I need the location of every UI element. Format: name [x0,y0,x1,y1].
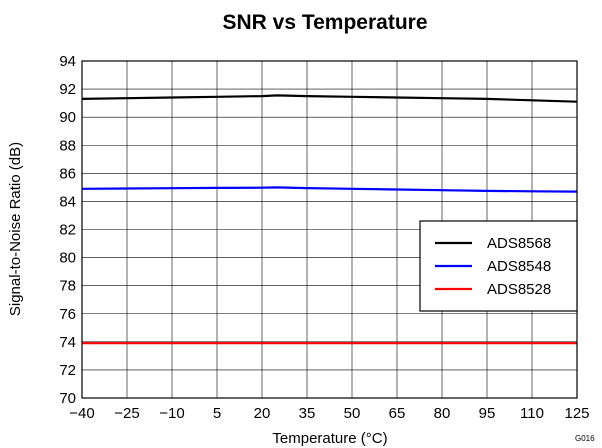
legend-label: ADS8548 [487,258,551,275]
series-line-ads8548 [81,186,578,193]
y-axis-label: Signal-to-Noise Ratio (dB) [7,142,24,316]
x-tick-label: −25 [114,405,139,422]
x-tick-label: 125 [564,405,589,422]
x-tick-label: −10 [159,405,184,422]
y-tick-label: 86 [59,165,76,182]
x-tick-label: 95 [479,405,496,422]
y-tick-label: 70 [59,390,76,407]
x-tick-label: 5 [213,405,221,422]
y-tick-label: 88 [59,137,76,154]
x-tick-label: −40 [69,405,94,422]
x-tick-labels: −40 −25 −10 5 20 35 50 65 80 95 110 125 [69,405,589,422]
figure-code: G016 [575,434,595,443]
x-tick-label: 35 [299,405,316,422]
series-line-ads8568 [81,94,578,103]
chart-title: SNR vs Temperature [222,11,427,34]
legend-label: ADS8568 [487,235,551,252]
y-tick-label: 92 [59,81,76,98]
y-tick-label: 94 [59,53,76,70]
y-tick-label: 80 [59,250,76,267]
x-tick-label: 50 [344,405,361,422]
y-tick-label: 78 [59,278,76,295]
legend-label: ADS8528 [487,281,551,298]
y-tick-labels: 70 72 74 76 78 80 82 84 86 88 90 92 94 [59,53,76,407]
y-tick-label: 76 [59,306,76,323]
x-axis-label: Temperature (°C) [272,430,387,447]
y-tick-label: 82 [59,222,76,239]
y-tick-label: 84 [59,193,76,210]
y-tick-label: 90 [59,109,76,126]
series-lines [81,94,578,345]
x-tick-label: 110 [520,405,544,422]
x-tick-label: 80 [434,405,451,422]
x-tick-label: 65 [389,405,406,422]
y-tick-label: 72 [59,362,76,379]
x-tick-label: 20 [254,405,271,422]
y-tick-label: 74 [59,334,76,351]
legend: ADS8568 ADS8548 ADS8528 [419,220,578,312]
